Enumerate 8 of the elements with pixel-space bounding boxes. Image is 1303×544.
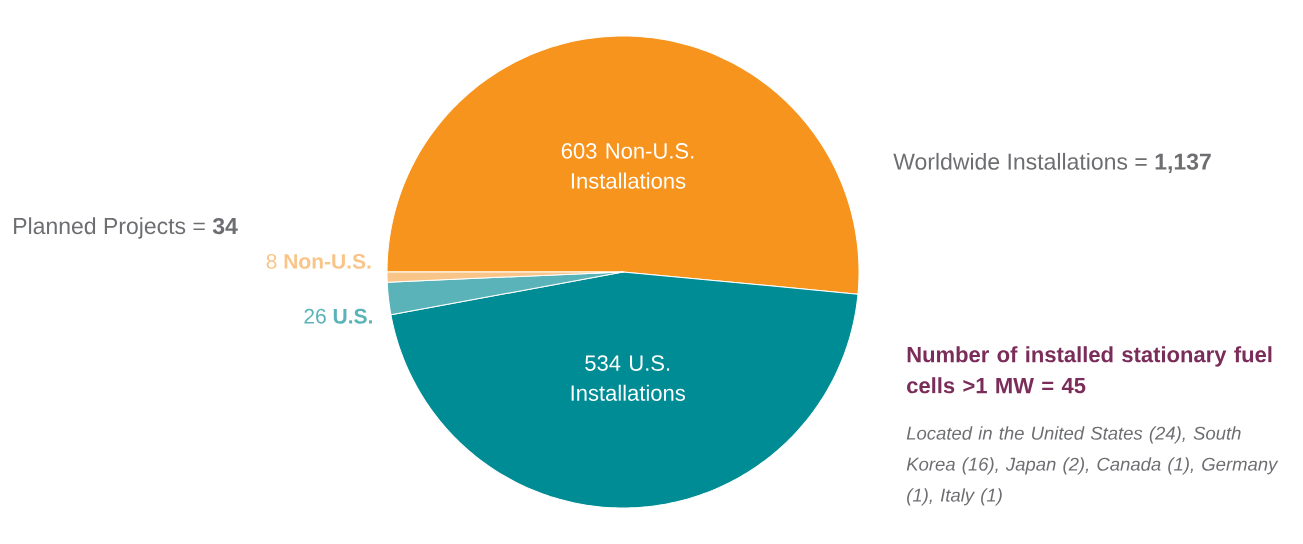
slice-label: 603 Non-U.S. Installations: [561, 143, 694, 189]
slice-label: 8 Non-U.S.: [266, 253, 371, 269]
text: Worldwide Installations = 1,137: [893, 152, 1211, 174]
text: Located in the United States (24), South Korea (16), Japan (2), Canada (1), Germany (1), Italy (1): [906, 426, 1279, 506]
slice-label: 26 U.S.: [304, 308, 372, 324]
text: Planned Projects = 34: [14, 217, 238, 239]
text: Number of installed stationary fuel cells >1 MW = 45: [907, 346, 1272, 394]
slice-label: 534 U.S. Installations: [571, 355, 685, 401]
